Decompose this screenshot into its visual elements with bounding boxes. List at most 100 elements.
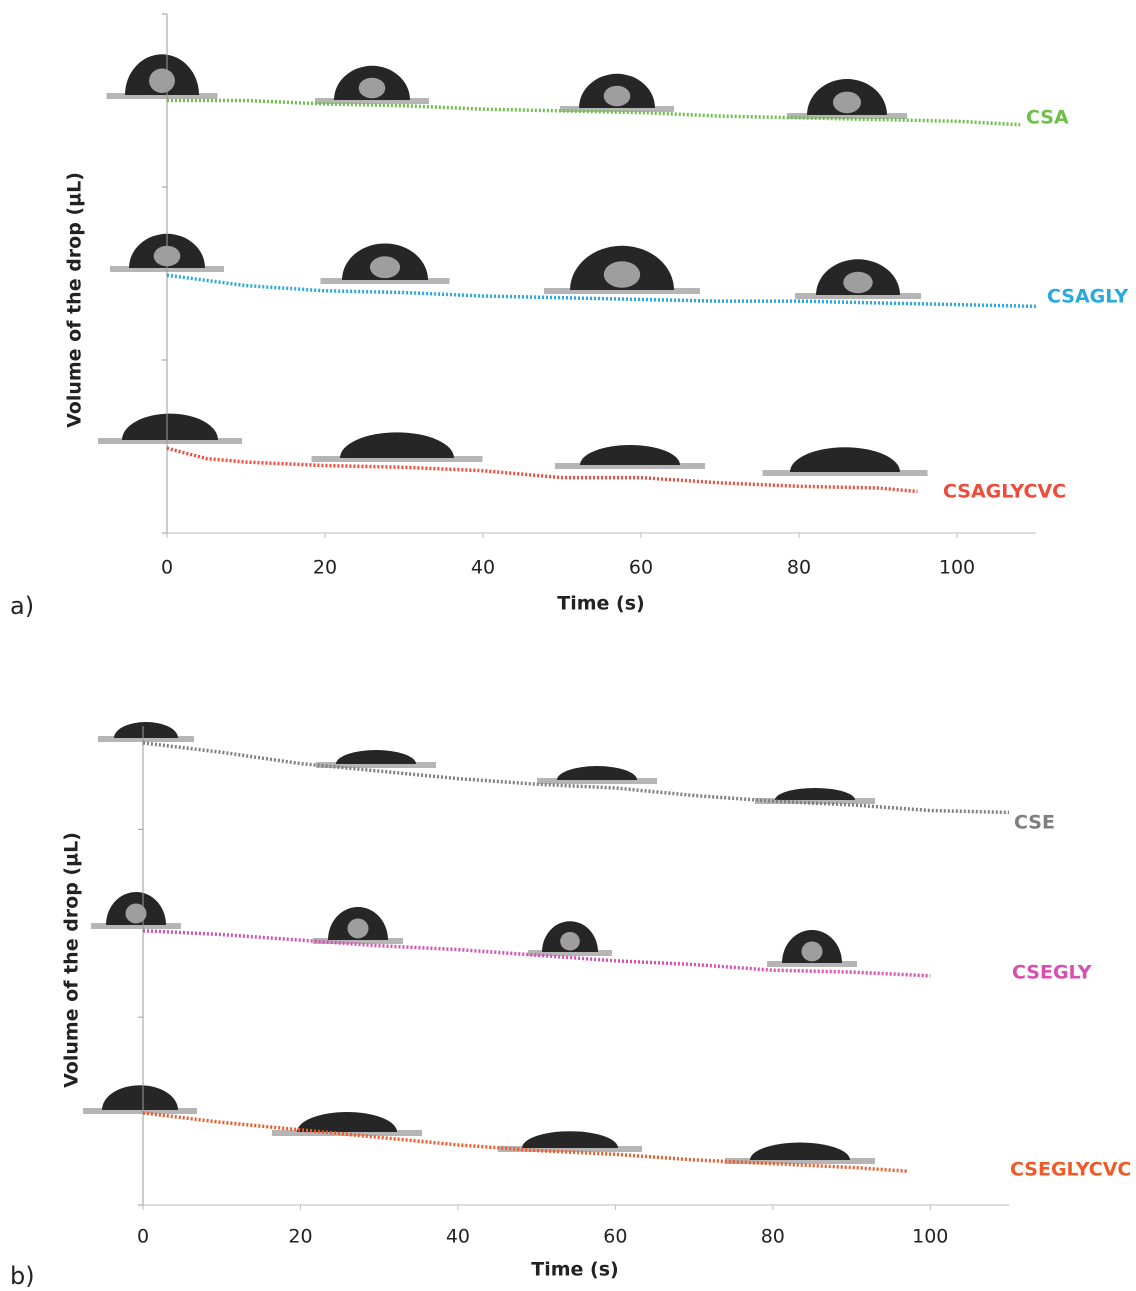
substrate — [311, 456, 483, 462]
x-tick-label: 60 — [629, 557, 653, 579]
droplet — [750, 1142, 850, 1160]
droplet — [122, 413, 218, 440]
droplet — [775, 788, 855, 800]
x-tick-label: 100 — [939, 557, 975, 579]
x-tick-label: 0 — [161, 557, 173, 579]
series-label: CSEGLY — [1012, 962, 1092, 984]
substrate — [316, 762, 436, 768]
droplet-image — [316, 750, 436, 768]
droplet-highlight — [358, 77, 386, 99]
substrate — [313, 938, 403, 944]
substrate — [98, 438, 242, 444]
series-line — [142, 1111, 907, 1173]
substrate — [725, 1158, 875, 1164]
droplet — [340, 432, 454, 458]
droplet-highlight — [125, 903, 147, 924]
series-line — [167, 98, 1021, 127]
x-tick-label: 40 — [471, 557, 495, 579]
substrate — [498, 1146, 642, 1152]
droplet-image — [528, 921, 612, 956]
substrate — [106, 93, 218, 99]
droplet-image — [311, 432, 483, 462]
series-line — [166, 273, 1037, 309]
droplet-image — [537, 766, 657, 784]
substrate — [320, 278, 450, 284]
droplet-image — [83, 1085, 197, 1114]
substrate — [98, 736, 194, 742]
substrate — [315, 98, 429, 104]
droplet-highlight — [149, 68, 175, 93]
x-tick-label: 20 — [288, 1226, 312, 1248]
droplet-image — [755, 788, 875, 804]
droplet-highlight — [801, 941, 823, 962]
panel-label: b) — [10, 1262, 35, 1290]
droplet-image — [320, 243, 450, 284]
y-axis-title: Volume of the drop (µL) — [61, 832, 83, 1088]
droplet-image — [795, 259, 921, 299]
x-tick-label: 80 — [787, 557, 811, 579]
droplet-image — [560, 73, 674, 112]
droplet-image — [91, 892, 181, 929]
series-line — [166, 446, 918, 494]
droplet — [790, 447, 900, 472]
droplet-image — [544, 245, 700, 294]
droplet — [557, 766, 637, 780]
droplet-image — [315, 65, 429, 104]
series-line — [142, 741, 1010, 815]
series-label: CSAGLY — [1047, 286, 1128, 308]
droplet-image — [272, 1112, 422, 1136]
droplet — [297, 1112, 397, 1132]
droplet-image — [762, 447, 928, 476]
x-tick-label: 40 — [446, 1226, 470, 1248]
droplet-highlight — [833, 91, 861, 114]
substrate — [83, 1108, 197, 1114]
droplet-highlight — [603, 85, 631, 107]
droplet-image — [555, 445, 705, 469]
droplet — [102, 1085, 178, 1110]
droplet-image — [498, 1131, 642, 1152]
substrate — [555, 463, 705, 469]
droplet-image — [725, 1142, 875, 1164]
droplet-highlight — [603, 261, 641, 288]
substrate — [537, 778, 657, 784]
droplet-image — [98, 413, 242, 444]
substrate — [755, 798, 875, 804]
panel-label: a) — [10, 592, 34, 620]
x-axis-title: Time (s) — [557, 593, 644, 615]
droplet-highlight — [369, 256, 401, 279]
substrate — [528, 950, 612, 956]
series-label: CSEGLYCVC — [1010, 1159, 1131, 1181]
droplet-image — [98, 722, 194, 742]
droplet-image — [767, 930, 857, 967]
substrate — [767, 961, 857, 967]
x-tick-label: 20 — [313, 557, 337, 579]
droplet — [522, 1131, 618, 1148]
x-tick-label: 60 — [603, 1226, 627, 1248]
series-label: CSE — [1014, 812, 1055, 834]
droplet-image — [313, 907, 403, 944]
series-label: CSAGLYCVC — [943, 481, 1066, 503]
substrate — [795, 293, 921, 299]
substrate — [91, 923, 181, 929]
y-axis-title: Volume of the drop (µL) — [64, 172, 86, 428]
x-tick-label: 0 — [137, 1226, 149, 1248]
series-label: CSA — [1026, 107, 1069, 129]
substrate — [544, 288, 700, 294]
series-line — [142, 929, 931, 978]
droplet-highlight — [347, 918, 369, 939]
substrate — [787, 113, 907, 119]
substrate — [762, 470, 928, 476]
droplet-highlight — [843, 271, 873, 294]
droplet-highlight — [560, 931, 580, 951]
droplet — [336, 750, 416, 764]
droplet-image — [787, 79, 907, 119]
x-axis-title: Time (s) — [531, 1259, 618, 1281]
substrate — [560, 106, 674, 112]
droplet-image — [106, 54, 218, 99]
x-tick-label: 100 — [912, 1226, 948, 1248]
x-tick-label: 80 — [761, 1226, 785, 1248]
droplet — [114, 722, 178, 738]
droplet — [580, 445, 680, 465]
